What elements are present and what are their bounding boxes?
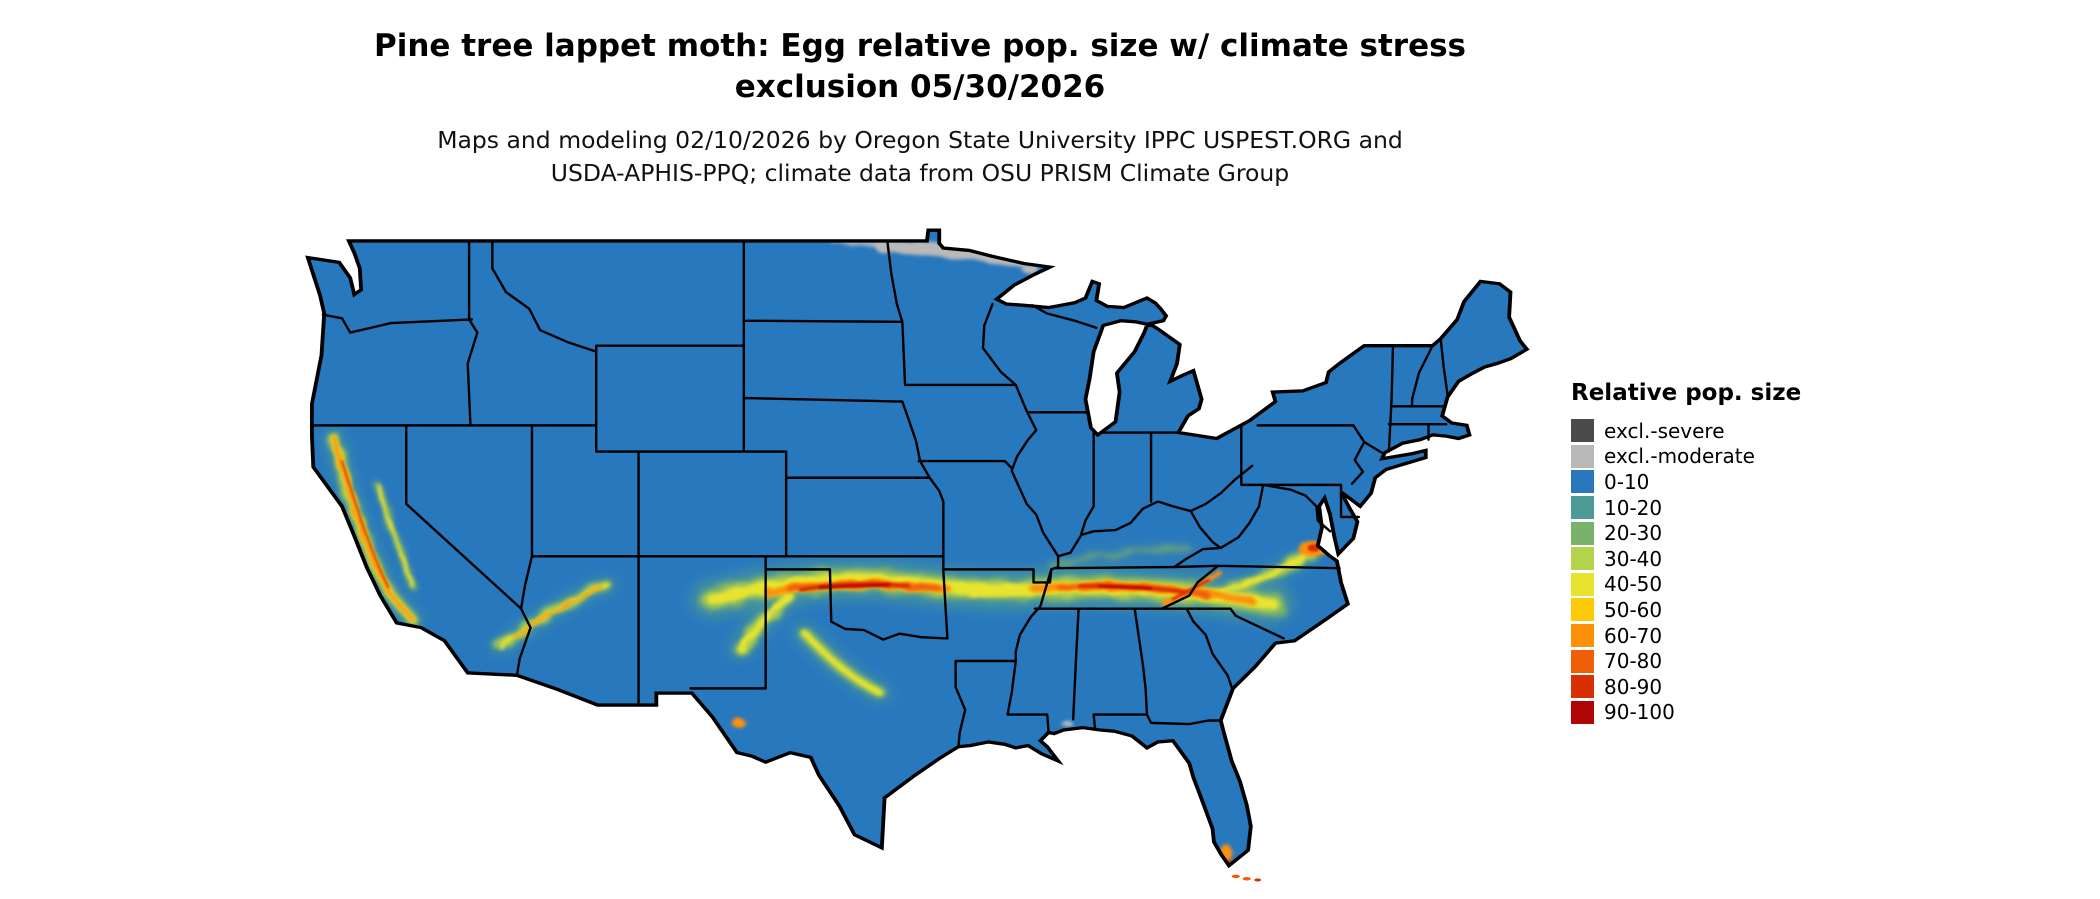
legend-label: 90-100: [1604, 700, 1675, 725]
legend-item: 40-50: [1571, 572, 1801, 598]
legend: Relative pop. size excl.-severe excl.-mod…: [1571, 380, 1801, 725]
legend-label: 70-80: [1604, 649, 1663, 674]
legend-label: excl.-moderate: [1604, 444, 1755, 469]
keys-speck: [1254, 878, 1262, 882]
heat-band-central-texas: [801, 630, 883, 696]
keys-speck: [1231, 874, 1240, 879]
legend-item: 0-10: [1571, 469, 1801, 495]
legend-item: 90-100: [1571, 700, 1801, 726]
legend-item: 70-80: [1571, 648, 1801, 674]
map-subtitle-line1: Maps and modeling 02/10/2026 by Oregon S…: [437, 126, 1403, 154]
legend-label: 30-40: [1604, 546, 1663, 571]
heat-band-sierra: [375, 483, 415, 589]
heat-band-virginia: [1203, 551, 1313, 597]
legend-label: 20-30: [1604, 521, 1663, 546]
legend-swatch: [1571, 649, 1594, 673]
heat-core-tennessee: [1097, 584, 1153, 590]
legend-swatch: [1571, 572, 1594, 596]
legend-swatch: [1571, 470, 1594, 494]
legend-item: 50-60: [1571, 597, 1801, 623]
legend-label: 10-20: [1604, 495, 1663, 520]
florida-keys: [1231, 874, 1262, 882]
legend-item: 10-20: [1571, 495, 1801, 521]
heat-band-kentucky: [1049, 546, 1193, 569]
legend-swatch: [1571, 700, 1594, 724]
heat-core-california: [331, 435, 415, 623]
legend-label: 80-90: [1604, 674, 1663, 699]
map-subtitle-line2: USDA-APHIS-PPQ; climate data from OSU PR…: [550, 159, 1290, 187]
legend-label: 0-10: [1604, 469, 1650, 494]
legend-item: 30-40: [1571, 546, 1801, 572]
legend-swatch: [1571, 598, 1594, 622]
legend-item: excl.-severe: [1571, 418, 1801, 444]
state-borders: [313, 241, 1447, 747]
population-heat-layers: [324, 237, 1326, 866]
legend-swatch: [1571, 496, 1594, 520]
exclusion-gulf-coast-spot: [1062, 721, 1074, 728]
page-header: Pine tree lappet moth: Egg relative pop.…: [0, 26, 1840, 190]
legend-label: excl.-severe: [1604, 418, 1725, 443]
legend-label: 60-70: [1604, 623, 1663, 648]
heat-west-texas-blob: [731, 718, 746, 728]
legend-label: 50-60: [1604, 597, 1663, 622]
legend-swatch: [1571, 624, 1594, 648]
us-map: [305, 228, 1529, 882]
legend-swatch: [1571, 521, 1594, 545]
map-title-line2: exclusion 05/30/2026: [734, 69, 1106, 105]
heat-core-plains: [799, 582, 910, 592]
heat-appalachian: [1171, 578, 1210, 601]
legend-swatch: [1571, 547, 1594, 571]
legend-title: Relative pop. size: [1571, 380, 1802, 406]
heat-core-california: [341, 460, 390, 589]
legend-item-list: excl.-severe excl.-moderate 0-10 10-20 20-30…: [1571, 418, 1801, 725]
map-title-line1: Pine tree lappet moth: Egg relative pop.…: [373, 28, 1466, 64]
legend-item: excl.-moderate: [1571, 444, 1801, 470]
legend-label: 40-50: [1604, 572, 1663, 597]
legend-swatch: [1571, 444, 1594, 468]
heat-90-100: [818, 583, 1153, 590]
legend-item: 80-90: [1571, 674, 1801, 700]
heat-core-plains: [818, 583, 891, 589]
keys-speck: [1242, 876, 1251, 881]
legend-swatch: [1571, 675, 1594, 699]
map-subtitle: Maps and modeling 02/10/2026 by Oregon S…: [0, 124, 1840, 190]
legend-item: 60-70: [1571, 623, 1801, 649]
heat-band-texas-spur: [737, 593, 794, 653]
map-title: Pine tree lappet moth: Egg relative pop.…: [0, 26, 1840, 108]
heat-core-arizona: [512, 586, 604, 639]
legend-item: 20-30: [1571, 520, 1801, 546]
legend-swatch: [1571, 419, 1594, 443]
